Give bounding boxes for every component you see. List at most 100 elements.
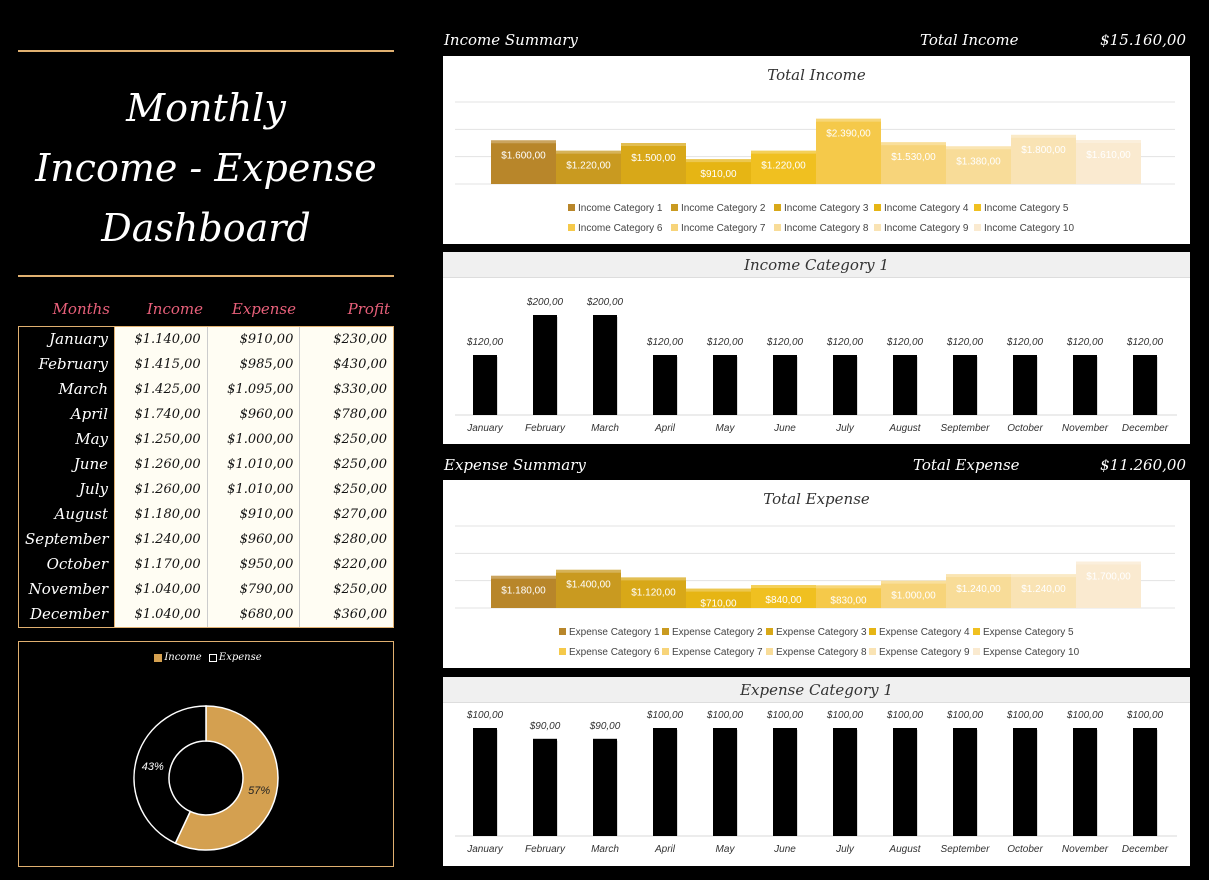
bar (1011, 574, 1076, 608)
donut-slice-income (174, 705, 279, 851)
month-tick-label: December (1122, 423, 1169, 434)
bar (713, 728, 737, 836)
bar-value-label: $200,00 (586, 297, 624, 308)
bottom-divider (18, 275, 394, 277)
bar (491, 575, 556, 608)
profit-cell: $230,00 (333, 332, 388, 347)
bar (593, 738, 617, 836)
bar-highlight (816, 585, 881, 589)
expense-cell: $985,00 (239, 357, 294, 372)
month-tick-label: October (1007, 844, 1043, 855)
legend-swatch (671, 204, 678, 211)
income-cell: $1.415,00 (134, 357, 201, 372)
legend-swatch (774, 224, 781, 231)
bar-value-label: $120,00 (766, 337, 804, 348)
bar (893, 355, 917, 415)
legend-swatch (662, 628, 669, 635)
legend-item: Expense Category 9 (869, 647, 970, 658)
bar-value-label: $1.400,00 (566, 580, 611, 591)
legend-item: Income Category 5 (974, 203, 1069, 214)
total-income-label: Total Income (920, 31, 1019, 49)
bar (473, 355, 497, 415)
bar (773, 728, 797, 836)
month-tick-label: July (835, 844, 855, 855)
bar (946, 146, 1011, 184)
bar (593, 315, 617, 415)
expense-cell: $1.010,00 (227, 457, 294, 472)
expense-cell: $680,00 (239, 607, 294, 622)
bar-value-label: $120,00 (466, 337, 504, 348)
bar-value-label: $1.380,00 (956, 156, 1001, 167)
legend-label: Expense Category 7 (672, 647, 763, 658)
legend-item: Expense Category 4 (869, 627, 970, 638)
donut-label-income: 57% (248, 785, 270, 797)
legend-label: Income Category 4 (884, 203, 969, 214)
bar-value-label: $120,00 (1066, 337, 1104, 348)
bar-value-label: $100,00 (1006, 710, 1044, 721)
bar-value-label: $840,00 (765, 595, 802, 606)
total-expense-value: $11.260,00 (1100, 456, 1186, 474)
bar-value-label: $100,00 (886, 710, 924, 721)
category-bar: $1.530,00 (881, 142, 946, 184)
bar (881, 142, 946, 184)
bar-highlight (816, 118, 881, 122)
legend-label-income: Income (164, 652, 202, 663)
bar-value-label: $100,00 (766, 710, 804, 721)
bar (473, 728, 497, 836)
bar-highlight (621, 143, 686, 146)
legend-swatch (974, 204, 981, 211)
month-cell: August (54, 505, 108, 523)
category-bar: $710,00 (686, 588, 751, 610)
bar-value-label: $1.240,00 (956, 584, 1001, 595)
income-category-1-svg: $120,00 January $200,00 February $200,00 Marc… (455, 297, 1177, 434)
bar-value-label: $120,00 (946, 337, 984, 348)
profit-cell: $360,00 (333, 607, 388, 622)
month-tick-label: November (1062, 844, 1109, 855)
month-tick-label: December (1122, 844, 1169, 855)
category-bar: $2.390,00 (816, 118, 881, 184)
bar (751, 585, 816, 608)
table-header: Months Income Expense Profit (18, 300, 394, 322)
bar (491, 140, 556, 184)
legend-swatch (559, 628, 566, 635)
month-tick-label: February (525, 844, 566, 855)
total-expense-label: Total Expense (913, 456, 1020, 474)
month-tick-label: April (654, 423, 676, 434)
income-cell: $1.170,00 (134, 557, 201, 572)
profit-cell: $330,00 (333, 382, 388, 397)
month-cell: December (29, 605, 108, 623)
bar (816, 118, 881, 184)
bar-highlight (946, 574, 1011, 578)
month-tick-label: January (466, 423, 504, 434)
month-tick-label: June (773, 844, 796, 855)
bar-highlight (1076, 561, 1141, 565)
bar-value-label: $910,00 (700, 169, 737, 180)
bar-value-label: $120,00 (1126, 337, 1164, 348)
bar (533, 315, 557, 415)
bar (1011, 134, 1076, 184)
month-cell: January (49, 330, 108, 348)
month-cell: October (46, 555, 108, 573)
legend-swatch (973, 648, 980, 655)
bar (953, 728, 977, 836)
month-tick-label: May (716, 423, 736, 434)
legend-label: Income Category 10 (984, 223, 1074, 234)
legend-swatch (568, 204, 575, 211)
profit-cell: $250,00 (333, 482, 388, 497)
month-cell: April (70, 405, 108, 423)
category-bar: $1.180,00 (491, 575, 556, 608)
title-line-3: Dashboard (101, 206, 311, 250)
legend-item: Expense Category 3 (766, 627, 867, 638)
bar-value-label: $100,00 (706, 710, 744, 721)
bar (653, 355, 677, 415)
left-panel: Monthly Income - Expense Dashboard Month… (18, 0, 394, 880)
bar (533, 738, 557, 836)
category-bar: $1.120,00 (621, 577, 686, 608)
category-bar: $1.800,00 (1011, 134, 1076, 184)
income-summary-label: Income Summary (444, 31, 578, 49)
bar (621, 143, 686, 184)
profit-cell: $250,00 (333, 582, 388, 597)
category-bar: $1.000,00 (881, 580, 946, 608)
bar-value-label: $120,00 (646, 337, 684, 348)
bar-highlight (556, 569, 621, 573)
